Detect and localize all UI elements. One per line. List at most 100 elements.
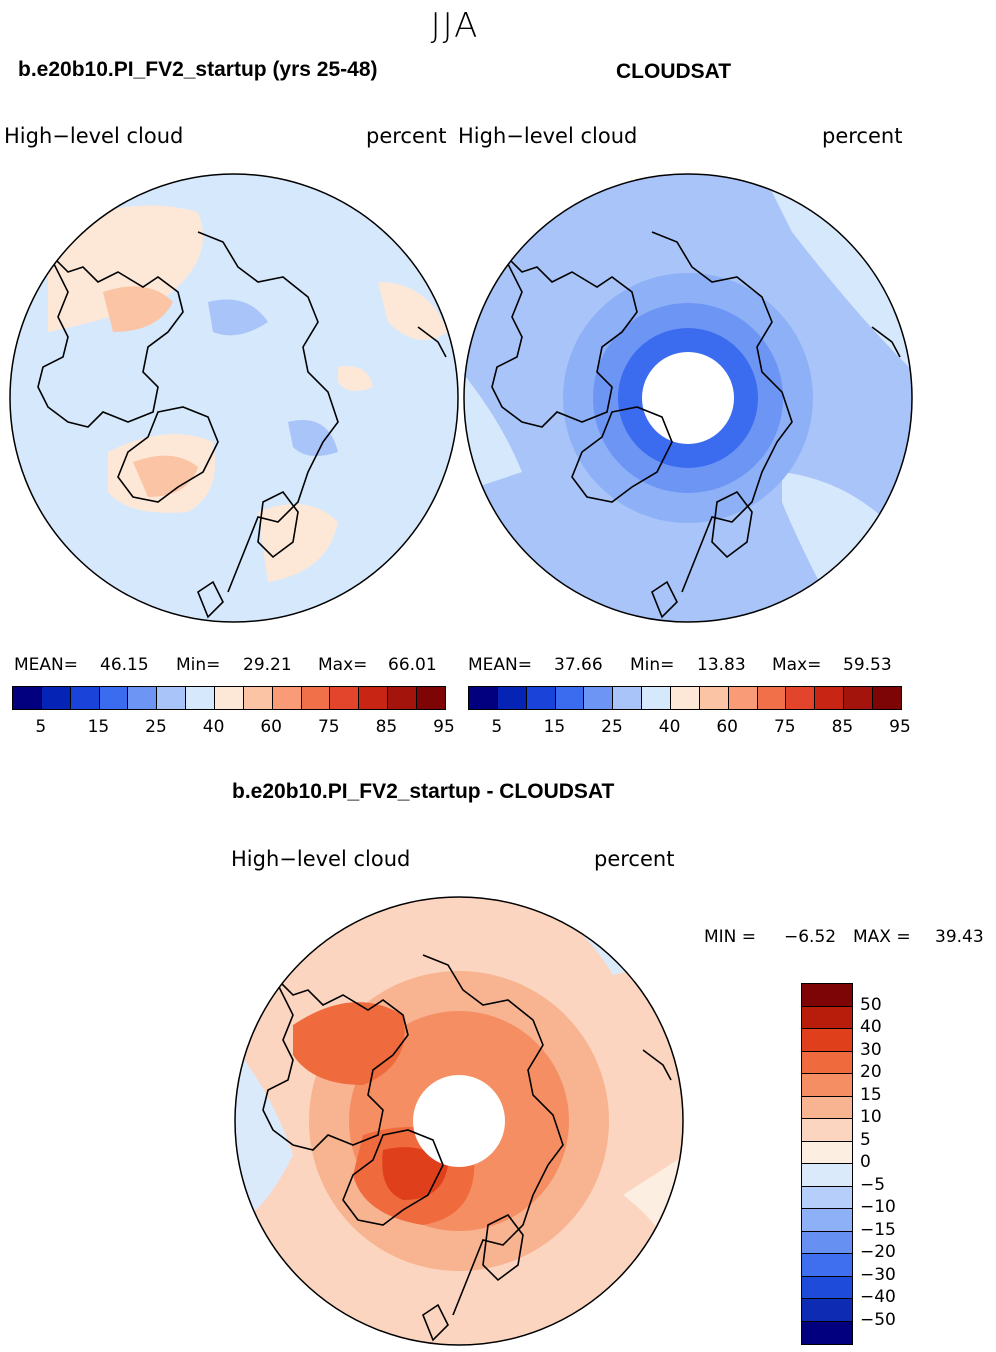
- obs-panel-title: CLOUDSAT: [616, 60, 732, 83]
- model-variable-label: High−level cloud: [4, 124, 184, 148]
- model-min-value: 29.21: [243, 655, 292, 675]
- diff-coastline-kamchatka: [642, 1049, 672, 1081]
- obs-colorbar-swatch: [497, 687, 527, 709]
- model-warm-region: [338, 366, 373, 391]
- obs-colorbar-swatch: [642, 687, 672, 709]
- obs-colorbar-tick-label: 25: [601, 717, 623, 737]
- model-panel-title: b.e20b10.PI_FV2_startup (yrs 25-48): [18, 58, 378, 81]
- diff-colorbar-tick-label: −40: [860, 1287, 896, 1307]
- model-colorbar-tick-label: 5: [35, 717, 47, 737]
- season-title: JJA: [430, 6, 480, 46]
- diff-max-value: 39.43: [935, 927, 984, 947]
- obs-colorbar-swatch: [555, 687, 585, 709]
- diff-panel-title: b.e20b10.PI_FV2_startup - CLOUDSAT: [232, 780, 615, 803]
- diff-coastline-north-america: [262, 974, 409, 1151]
- obs-colorbar-tick-label: 40: [658, 717, 681, 737]
- obs-coastline-british-isles: [651, 580, 678, 619]
- obs-colorbar-swatch: [671, 687, 700, 709]
- obs-colorbar-swatch: [584, 687, 614, 709]
- diff-colorbar-swatch: [802, 1074, 852, 1097]
- model-coastline-kamchatka: [417, 326, 447, 358]
- obs-colorbar-swatch: [613, 687, 643, 709]
- diff-colorbar-swatch: [802, 1186, 852, 1209]
- diff-colorbar-swatch: [802, 1119, 852, 1142]
- diff-colorbar-swatch: [802, 1321, 852, 1344]
- obs-min-value: 13.83: [697, 655, 746, 675]
- model-colorbar-swatch: [13, 687, 42, 709]
- model-warm-region: [378, 282, 448, 340]
- obs-mean-value: 37.66: [554, 655, 603, 675]
- diff-colorbar-tick-label: 30: [860, 1039, 882, 1060]
- diff-colorbar-swatch: [802, 1276, 852, 1299]
- obs-min-label: Min=: [630, 655, 675, 675]
- diff-colorbar-tick-label: −10: [860, 1197, 896, 1217]
- diff-colorbar-swatch: [802, 1029, 852, 1052]
- obs-colorbar-swatch: [844, 687, 874, 709]
- obs-colorbar: [468, 686, 902, 710]
- diff-colorbar: [801, 983, 853, 1345]
- model-colorbar-tick-label: 60: [260, 717, 283, 737]
- diff-coastline-greenland: [342, 1129, 444, 1226]
- model-colorbar-swatch: [215, 687, 244, 709]
- obs-coastline-eurasia: [651, 231, 793, 593]
- diff-coastline-eurasia: [422, 954, 564, 1316]
- model-colorbar-swatch: [301, 687, 331, 709]
- model-colorbar-swatch: [157, 687, 187, 709]
- diff-colorbar-tick-label: 40: [860, 1017, 882, 1037]
- diff-colorbar-tick-label: 10: [860, 1107, 882, 1127]
- obs-colorbar-swatch: [526, 687, 556, 709]
- model-min-label: Min=: [176, 655, 221, 675]
- obs-colorbar-swatch: [786, 687, 816, 709]
- model-coastline-greenland: [117, 406, 219, 503]
- diff-variable-label: High−level cloud: [231, 847, 411, 871]
- obs-max-value: 59.53: [843, 655, 892, 675]
- obs-variable-label: High−level cloud: [458, 124, 638, 148]
- model-mean-value: 46.15: [100, 655, 149, 675]
- obs-colorbar-tick-label: 60: [716, 717, 739, 737]
- obs-colorbar-tick-label: 15: [543, 717, 566, 737]
- model-colorbar-swatch: [272, 687, 302, 709]
- diff-colorbar-tick-label: 20: [860, 1062, 882, 1082]
- model-colorbar-swatch: [99, 687, 129, 709]
- diff-colorbar-swatch: [802, 1209, 852, 1232]
- diff-colorbar-tick-label: −50: [860, 1309, 896, 1330]
- model-warm-core: [103, 286, 173, 332]
- model-colorbar-tick-label: 40: [202, 717, 225, 737]
- model-warm-core: [133, 455, 198, 497]
- diff-colorbar-tick-label: −15: [860, 1219, 896, 1240]
- diff-colorbar-swatch: [802, 1299, 852, 1322]
- diff-colorbar-swatch: [802, 1231, 852, 1254]
- model-units-label: percent: [366, 124, 447, 148]
- obs-polar-map: [463, 173, 913, 623]
- model-warm-region: [48, 205, 203, 332]
- diff-colorbar-swatch: [802, 1051, 852, 1074]
- model-colorbar-tick-label: 75: [317, 717, 340, 737]
- obs-units-label: percent: [822, 124, 903, 148]
- diff-colorbar-tick-label: 5: [860, 1129, 871, 1150]
- obs-colorbar-swatch: [699, 687, 729, 709]
- obs-colorbar-tick-label: 5: [491, 717, 503, 737]
- diff-polar-map: [234, 896, 684, 1346]
- model-mean-label: MEAN=: [14, 655, 78, 675]
- diff-colorbar-swatch: [802, 1006, 852, 1029]
- diff-colorbar-tick-label: 50: [860, 994, 882, 1015]
- model-max-label: Max=: [318, 655, 368, 675]
- obs-colorbar-swatch: [469, 687, 498, 709]
- obs-max-label: Max=: [772, 655, 822, 675]
- model-colorbar-swatch: [388, 687, 418, 709]
- diff-colorbar-tick-label: 15: [860, 1084, 882, 1105]
- model-polar-map: [9, 173, 459, 623]
- model-colorbar-swatch: [70, 687, 100, 709]
- obs-colorbar-swatch: [728, 687, 758, 709]
- diff-colorbar-tick-label: −20: [860, 1242, 896, 1262]
- diff-negative-region: [235, 1045, 293, 1225]
- model-colorbar: [12, 686, 446, 710]
- obs-colorbar-tick-label: 95: [889, 717, 911, 737]
- obs-coastline-north-america: [491, 251, 638, 428]
- obs-colorbar-swatch: [815, 687, 845, 709]
- diff-min-label: MIN =: [704, 927, 757, 947]
- model-coastline-north-america: [37, 251, 184, 428]
- diff-colorbar-swatch: [802, 984, 852, 1007]
- obs-colorbar-swatch: [873, 687, 901, 709]
- diff-missing-data-hole: [413, 1075, 505, 1167]
